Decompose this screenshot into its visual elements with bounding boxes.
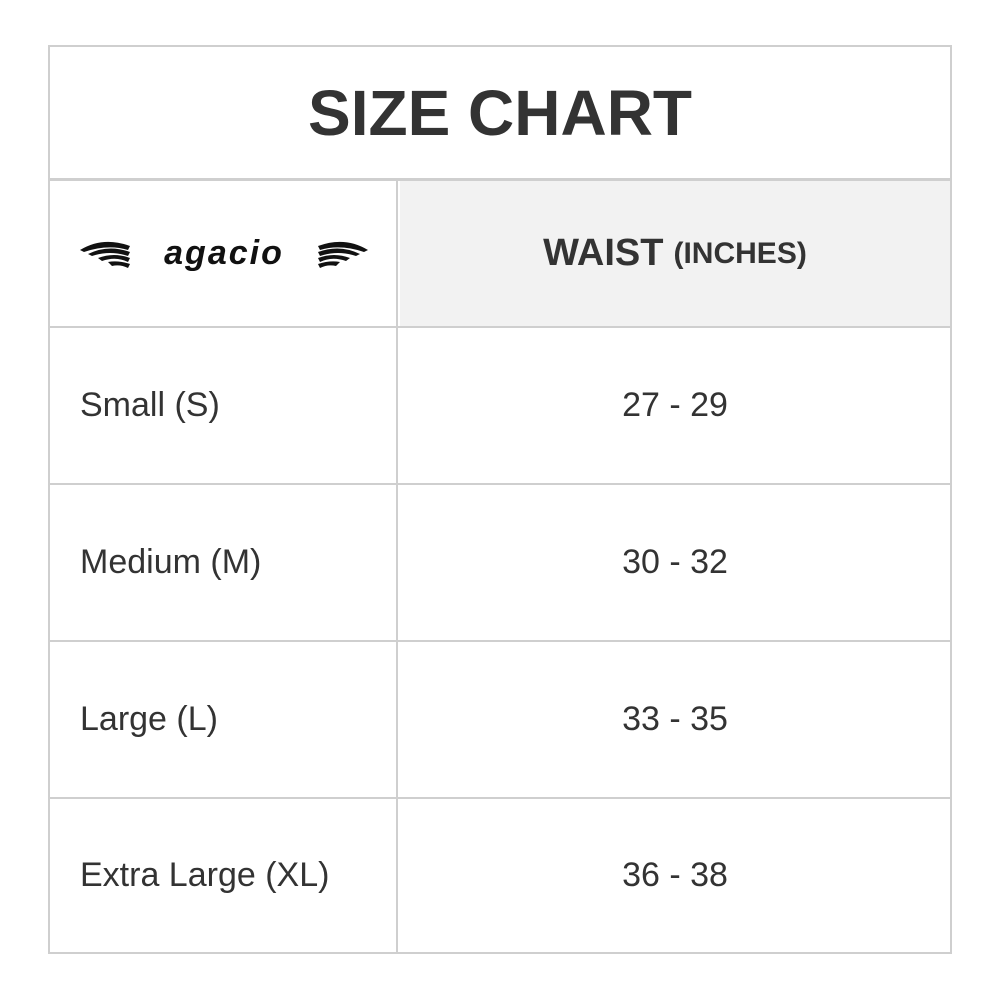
table-header-row: agacio WAIST (INCHES): [50, 181, 950, 328]
table-row: Medium (M) 30 - 32: [50, 485, 950, 642]
measure-label: WAIST: [543, 232, 664, 274]
unit-label: (INCHES): [673, 236, 807, 270]
table-row: Extra Large (XL) 36 - 38: [50, 799, 950, 952]
size-cell: Medium (M): [50, 485, 398, 640]
brand-logo-cell: agacio: [50, 181, 398, 326]
waist-column-header: WAIST (INCHES): [400, 181, 950, 326]
table-row: Large (L) 33 - 35: [50, 642, 950, 799]
waist-cell: 27 - 29: [622, 386, 728, 424]
size-chart-table: SIZE CHART agacio WAIST (INCHES): [48, 45, 952, 954]
agacio-logo: agacio: [80, 234, 368, 272]
size-cell: Small (S): [50, 328, 398, 483]
size-cell: Extra Large (XL): [50, 799, 398, 952]
size-cell: Large (L): [50, 642, 398, 797]
waist-cell: 36 - 38: [622, 856, 728, 894]
page-title: SIZE CHART: [50, 47, 950, 181]
table-row: Small (S) 27 - 29: [50, 328, 950, 485]
svg-text:agacio: agacio: [164, 234, 284, 272]
waist-cell: 33 - 35: [622, 700, 728, 738]
waist-cell: 30 - 32: [622, 543, 728, 581]
